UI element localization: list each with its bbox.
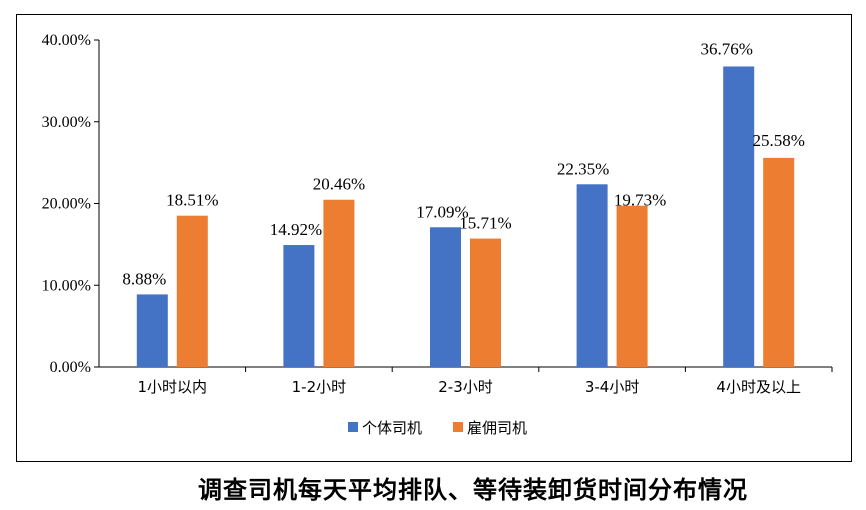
bar — [323, 199, 355, 367]
bar-chart: 0.00% 10.00% 20.00% 30.00% 40.00% 1小时以内 8.88% 1… — [42, 32, 833, 437]
bar — [576, 184, 608, 367]
y-tick-label: 0.00% — [50, 359, 91, 376]
data-label: 22.35% — [557, 159, 609, 178]
x-tick-label: 1小时以内 — [138, 378, 208, 396]
x-tick-label: 1-2小时 — [292, 378, 347, 396]
chart-frame — [16, 14, 852, 462]
bar — [283, 245, 315, 367]
bar — [176, 215, 208, 367]
y-tick-label: 20.00% — [42, 196, 91, 213]
legend-swatch — [348, 422, 358, 432]
bar — [470, 238, 501, 367]
data-label: 14.92% — [270, 220, 322, 239]
legend-swatch — [453, 422, 463, 432]
y-tick-label: 30.00% — [42, 114, 91, 131]
chart-caption: 调查司机每天平均排队、等待装卸货时间分布情况 — [198, 476, 748, 504]
bar — [723, 66, 755, 367]
x-tick-label: 2-3小时 — [438, 378, 493, 396]
bar — [136, 294, 168, 367]
data-label: 18.51% — [166, 191, 218, 210]
y-tick-label: 40.00% — [42, 32, 91, 49]
x-tick-label: 4小时及以上 — [716, 378, 801, 396]
bar — [430, 227, 461, 367]
data-label: 20.46% — [313, 175, 365, 194]
data-label: 8.88% — [122, 269, 166, 288]
data-label: 25.58% — [752, 131, 804, 150]
data-label: 36.76% — [700, 39, 752, 58]
bar — [616, 205, 648, 367]
bar — [763, 157, 795, 367]
x-tick-label: 3-4小时 — [585, 378, 640, 396]
data-label: 15.71% — [459, 214, 511, 233]
legend-label: 雇佣司机 — [467, 419, 527, 437]
legend-label: 个体司机 — [362, 419, 422, 437]
data-label: 17.09% — [416, 202, 468, 221]
data-label: 19.73% — [614, 191, 666, 210]
y-tick-label: 10.00% — [42, 277, 91, 294]
